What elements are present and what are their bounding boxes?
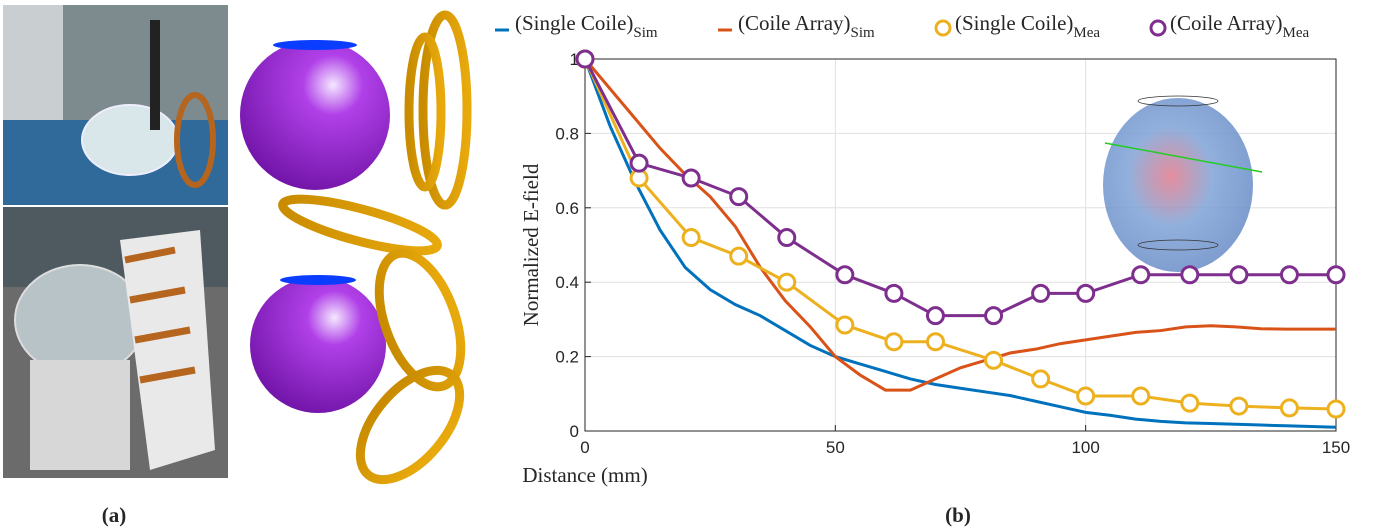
- legend-subscript: Mea: [1073, 25, 1100, 41]
- legend-name: (Coile Array): [738, 11, 851, 35]
- data-point: [575, 49, 595, 69]
- data-point: [925, 306, 945, 326]
- data-point: [1031, 283, 1051, 303]
- panel-label: (a): [102, 503, 127, 527]
- data-point: [1229, 396, 1249, 416]
- legend-subscript: Sim: [633, 25, 658, 41]
- y-tick-label: 0.6: [555, 199, 579, 218]
- photo-panel: [3, 5, 228, 478]
- data-point: [1279, 398, 1299, 418]
- x-axis-title: Distance (mm): [522, 463, 647, 487]
- legend-name: (Single Coile): [955, 11, 1073, 35]
- legend-entry: (Coile Array)Mea: [1170, 11, 1310, 41]
- y-tick-label: 1: [570, 50, 579, 69]
- legend-subscript: Mea: [1283, 25, 1310, 41]
- series-line: [583, 58, 1337, 411]
- x-tick-label: 50: [826, 438, 845, 457]
- legend-subscript: Sim: [851, 25, 876, 41]
- legend-entry: (Single Coile)Sim: [515, 11, 658, 41]
- data-point: [1131, 265, 1151, 285]
- y-tick-label: 0: [570, 422, 579, 441]
- data-point: [984, 350, 1004, 370]
- data-point: [1031, 369, 1051, 389]
- data-point: [1279, 265, 1299, 285]
- data-point: [729, 246, 749, 266]
- legend-entry: (Coile Array)Sim: [738, 11, 875, 41]
- data-point: [1180, 393, 1200, 413]
- data-point: [1326, 399, 1346, 419]
- data-point: [835, 315, 855, 335]
- legend-name: (Coile Array): [1170, 11, 1283, 35]
- series-line: [583, 58, 1337, 429]
- data-point: [1131, 386, 1151, 406]
- panel-label: (b): [945, 503, 971, 527]
- data-point: [835, 265, 855, 285]
- data-point: [884, 283, 904, 303]
- y-tick-label: 0.2: [555, 348, 579, 367]
- data-point: [777, 272, 797, 292]
- x-tick-label: 100: [1071, 438, 1099, 457]
- axes-box: [584, 58, 1337, 432]
- data-point: [681, 168, 701, 188]
- model-illustration: [240, 10, 472, 485]
- data-point: [1076, 386, 1096, 406]
- data-point: [925, 332, 945, 352]
- y-tick-label: 0.8: [555, 124, 579, 143]
- data-point: [729, 187, 749, 207]
- data-point: [884, 332, 904, 352]
- data-point: [1326, 265, 1346, 285]
- data-point: [777, 228, 797, 248]
- x-tick-label: 150: [1322, 438, 1350, 457]
- legend-entry: (Single Coile)Mea: [955, 11, 1100, 41]
- data-point: [1229, 265, 1249, 285]
- series-line: [583, 58, 1336, 392]
- legend-marker: [1149, 19, 1167, 37]
- data-point: [1180, 265, 1200, 285]
- data-point: [1076, 283, 1096, 303]
- legend-name: (Single Coile): [515, 11, 633, 35]
- data-point: [681, 228, 701, 248]
- y-tick-label: 0.4: [555, 273, 579, 292]
- data-point: [984, 306, 1004, 326]
- legend-marker: [934, 19, 952, 37]
- y-axis-title: Normalized E-field: [519, 163, 543, 326]
- data-point: [629, 153, 649, 173]
- series-line: [583, 58, 1336, 318]
- inset-sphere: [1103, 95, 1263, 272]
- x-tick-label: 0: [580, 438, 589, 457]
